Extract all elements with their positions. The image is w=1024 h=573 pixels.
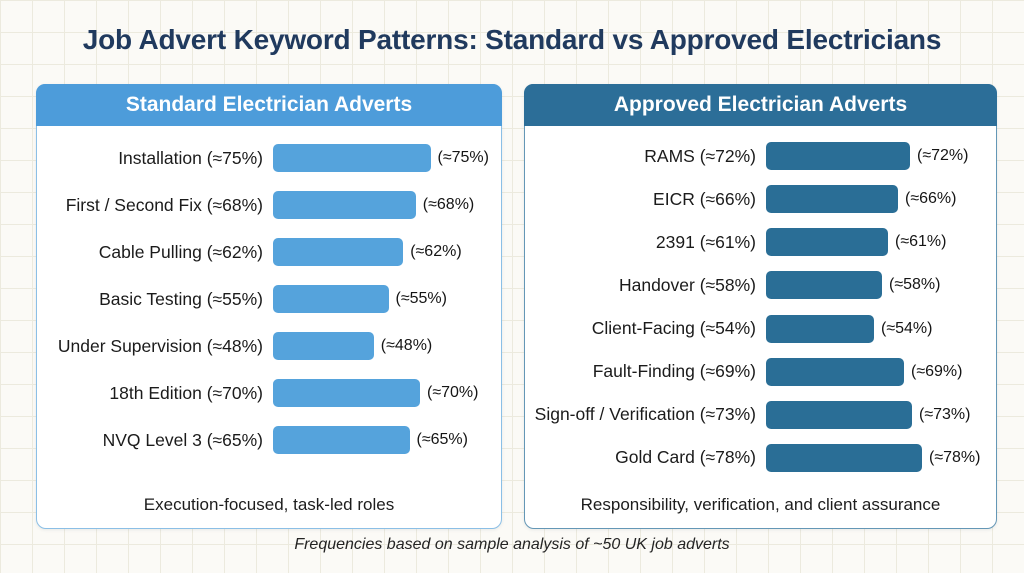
keyword-label: Gold Card (≈78%) (615, 447, 756, 468)
keyword-label: Fault-Finding (≈69%) (592, 361, 756, 382)
keyword-row: Sign-off / Verification (≈73%) (≈73%) (525, 400, 982, 430)
keyword-label: Under Supervision (≈48%) (57, 335, 263, 356)
keyword-row: Gold Card (≈78%) (≈78%) (525, 443, 982, 473)
keyword-label: EICR (≈66%) (653, 188, 756, 209)
frequency-bar (273, 191, 416, 219)
approved-panel-rows: RAMS (≈72%) (≈72%) EICR (≈66%) (≈66%) 2391 (… (525, 141, 982, 473)
frequency-bar (273, 426, 410, 454)
frequency-bar (766, 185, 898, 214)
frequency-bar (273, 332, 374, 360)
keyword-label: NVQ Level 3 (≈65%) (102, 429, 263, 450)
value-label: (≈75%) (437, 149, 489, 166)
keyword-label: 2391 (≈61%) (655, 231, 756, 252)
approved-panel: Approved Electrician Adverts RAMS (≈72%)… (524, 84, 997, 529)
value-label: (≈55%) (395, 290, 447, 307)
frequency-bar (766, 400, 912, 429)
keyword-row: RAMS (≈72%) (≈72%) (525, 141, 982, 171)
keyword-row: Handover (≈58%) (≈58%) (525, 270, 982, 300)
value-label: (≈78%) (929, 448, 981, 466)
frequency-bar (766, 357, 904, 386)
value-label: (≈70%) (427, 384, 479, 401)
source-caption: Frequencies based on sample analysis of … (294, 536, 730, 553)
frequency-bar (766, 142, 910, 170)
keyword-label: Handover (≈58%) (618, 274, 756, 295)
keyword-row: 18th Edition (≈70%) (≈70%) (37, 378, 487, 408)
keyword-row: Installation (≈75%) (≈75%) (37, 143, 489, 173)
keyword-label: RAMS (≈72%) (644, 145, 756, 166)
value-label: (≈58%) (889, 276, 941, 294)
approved-panel-header: Approved Electrician Adverts (524, 84, 997, 126)
keyword-label: First / Second Fix (≈68%) (65, 194, 263, 215)
frequency-bar (766, 271, 882, 300)
keyword-label: Client-Facing (≈54%) (591, 318, 756, 339)
keyword-row: Basic Testing (≈55%) (≈55%) (37, 284, 487, 314)
keyword-row: Fault-Finding (≈69%) (≈69%) (525, 357, 982, 387)
page-title: Job Advert Keyword Patterns: Standard vs… (82, 24, 942, 55)
value-label: (≈54%) (881, 319, 933, 337)
value-label: (≈48%) (380, 337, 433, 354)
value-label: (≈72%) (917, 147, 969, 164)
frequency-bar (766, 228, 888, 257)
keyword-label: Basic Testing (≈55%) (99, 288, 263, 309)
keyword-row: EICR (≈66%) (≈66%) (525, 184, 982, 214)
keyword-row: Under Supervision (≈48%) (≈48%) (37, 331, 487, 361)
keyword-label: Installation (≈75%) (118, 147, 263, 168)
frequency-bar (273, 379, 420, 407)
keyword-row: Cable Pulling (≈62%) (≈62%) (37, 237, 487, 267)
keyword-label: 18th Edition (≈70%) (109, 382, 263, 403)
value-label: (≈73%) (919, 405, 971, 423)
standard-panel-header: Standard Electrician Adverts (36, 84, 502, 126)
value-label: (≈66%) (905, 190, 957, 208)
standard-panel: Standard Electrician Adverts Installatio… (36, 84, 502, 529)
keyword-row: First / Second Fix (≈68%) (≈68%) (37, 190, 487, 220)
frequency-bar (273, 144, 431, 172)
keyword-label: Sign-off / Verification (≈73%) (534, 404, 756, 425)
frequency-bar (766, 314, 874, 343)
value-label: (≈68%) (422, 196, 475, 213)
standard-panel-footer: Execution-focused, task-led roles (143, 495, 395, 514)
keyword-row: Client-Facing (≈54%) (≈54%) (525, 314, 982, 344)
value-label: (≈61%) (895, 233, 947, 251)
frequency-bar (273, 238, 404, 266)
keyword-label: Cable Pulling (≈62%) (98, 241, 263, 262)
value-label: (≈69%) (911, 362, 963, 380)
frequency-bar (766, 443, 922, 472)
keyword-row: NVQ Level 3 (≈65%) (≈65%) (37, 425, 487, 455)
approved-panel-footer: Responsibility, verification, and client… (580, 495, 941, 514)
keyword-row: 2391 (≈61%) (≈61%) (525, 227, 982, 257)
frequency-bar (273, 285, 389, 313)
standard-panel-rows: Installation (≈75%) (≈75%) First / Second … (37, 143, 489, 455)
value-label: (≈65%) (416, 431, 468, 448)
value-label: (≈62%) (410, 243, 462, 260)
